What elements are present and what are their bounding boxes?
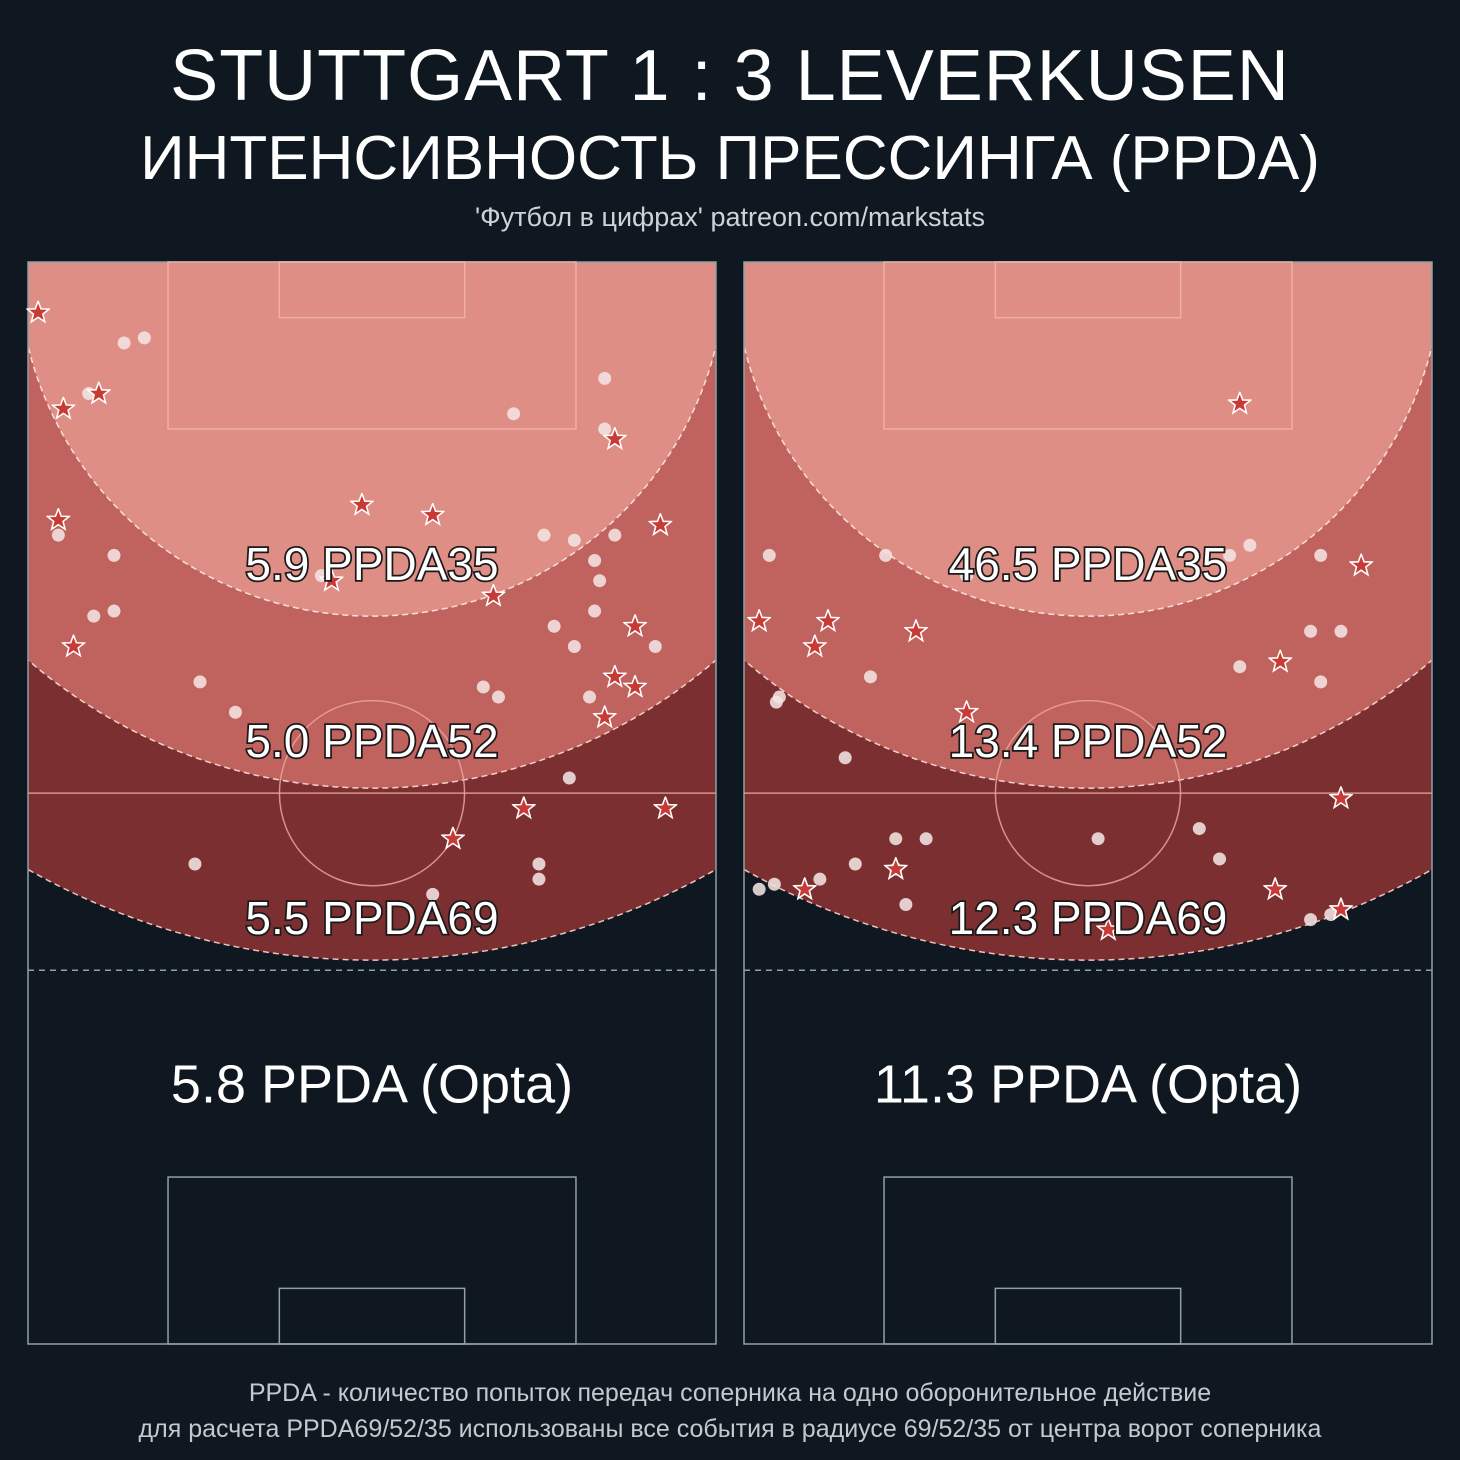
event-points (26, 300, 678, 901)
event-circle (879, 548, 893, 562)
event-circle (919, 832, 933, 846)
pitch-markings (743, 261, 1433, 1345)
radius-zones (744, 262, 1432, 961)
ppda35-label: 5.9 PPDA35 (245, 538, 498, 590)
event-circle (426, 887, 440, 901)
event-circle (1314, 548, 1328, 562)
pitch-panel-right: 46.5 PPDA35 13.4 PPDA52 12.3 PPDA69 11.3 PP… (743, 261, 1433, 1345)
event-circle (107, 548, 121, 562)
event-circle (547, 619, 561, 633)
six-yard-box-top (278, 261, 466, 319)
event-circle (1192, 822, 1206, 836)
ppda52-label: 13.4 PPDA52 (949, 715, 1228, 767)
event-circle (137, 331, 151, 345)
event-circle (899, 897, 913, 911)
footer-line-2: для расчета PPDA69/52/35 использованы вс… (138, 1415, 1322, 1443)
event-circle (532, 857, 546, 871)
pitch-panel-left: 5.9 PPDA35 5.0 PPDA52 5.5 PPDA69 5.8 PPDA (… (26, 261, 717, 1345)
event-circle (1243, 538, 1257, 552)
event-circle (507, 407, 521, 421)
event-circle (588, 553, 602, 567)
event-circle (583, 690, 597, 704)
ppda69-label: 5.5 PPDA69 (245, 892, 498, 944)
centre-circle (278, 699, 466, 887)
chart-subtitle: ИНТЕНСИВНОСТЬ ПРЕССИНГА (PPDA) (140, 124, 1320, 193)
event-circle (1213, 852, 1227, 866)
event-circle (532, 872, 546, 886)
event-circle (476, 680, 490, 694)
event-circle (848, 857, 862, 871)
penalty-box-bottom (167, 1176, 577, 1345)
event-circle (87, 609, 101, 623)
chart-footer: PPDA - количество попыток передач соперн… (0, 1375, 1460, 1447)
event-circle (960, 569, 974, 583)
chart-title: STUTTGART 1 : 3 LEVERKUSEN (170, 36, 1290, 116)
event-circle (1334, 624, 1348, 638)
event-circle (228, 705, 242, 719)
event-circle (107, 604, 121, 618)
event-circle (588, 604, 602, 618)
radius-zones (28, 262, 716, 961)
event-circle (1091, 832, 1105, 846)
event-circle (767, 877, 781, 891)
event-circle (193, 675, 207, 689)
event-circle (752, 882, 766, 896)
ppda52-label: 5.0 PPDA52 (245, 715, 498, 767)
event-circle (1233, 660, 1247, 674)
event-circle (567, 639, 581, 653)
event-circle (1223, 548, 1237, 562)
event-circle (608, 528, 622, 542)
event-circle (1304, 624, 1318, 638)
six-yard-box-bottom (278, 1287, 466, 1345)
footer-line-1: PPDA - количество попыток передач соперн… (248, 1379, 1212, 1407)
six-yard-box-top (994, 261, 1182, 319)
zone-35 (28, 262, 716, 617)
ppda35-label: 46.5 PPDA35 (949, 538, 1228, 590)
event-circle (1314, 675, 1328, 689)
event-circle (889, 832, 903, 846)
event-circle (117, 336, 131, 350)
event-circle (772, 690, 786, 704)
zone-35 (744, 262, 1432, 617)
chart-credit: 'Футбол в цифрах' patreon.com/markstats (474, 202, 986, 232)
ppda69-label: 12.3 PPDA69 (949, 892, 1228, 944)
event-circle (598, 422, 612, 436)
event-circle (491, 690, 505, 704)
centre-circle (994, 699, 1182, 887)
event-circle (762, 548, 776, 562)
event-circle (562, 771, 576, 785)
event-circle (593, 574, 607, 588)
six-yard-box-bottom (994, 1287, 1182, 1345)
pitch-markings (27, 261, 717, 1345)
event-circle (188, 857, 202, 871)
event-circle (813, 872, 827, 886)
event-circle (537, 528, 551, 542)
opta-ppda-label: 5.8 PPDA (Opta) (171, 1054, 573, 1114)
event-circle (863, 670, 877, 684)
event-circle (648, 639, 662, 653)
opta-ppda-label: 11.3 PPDA (Opta) (874, 1054, 1302, 1114)
event-circle (51, 528, 65, 542)
event-points (747, 391, 1373, 940)
event-circle (1304, 913, 1318, 927)
event-circle (598, 371, 612, 385)
event-circle (838, 751, 852, 765)
event-circle (567, 533, 581, 547)
penalty-box-bottom (883, 1176, 1293, 1345)
